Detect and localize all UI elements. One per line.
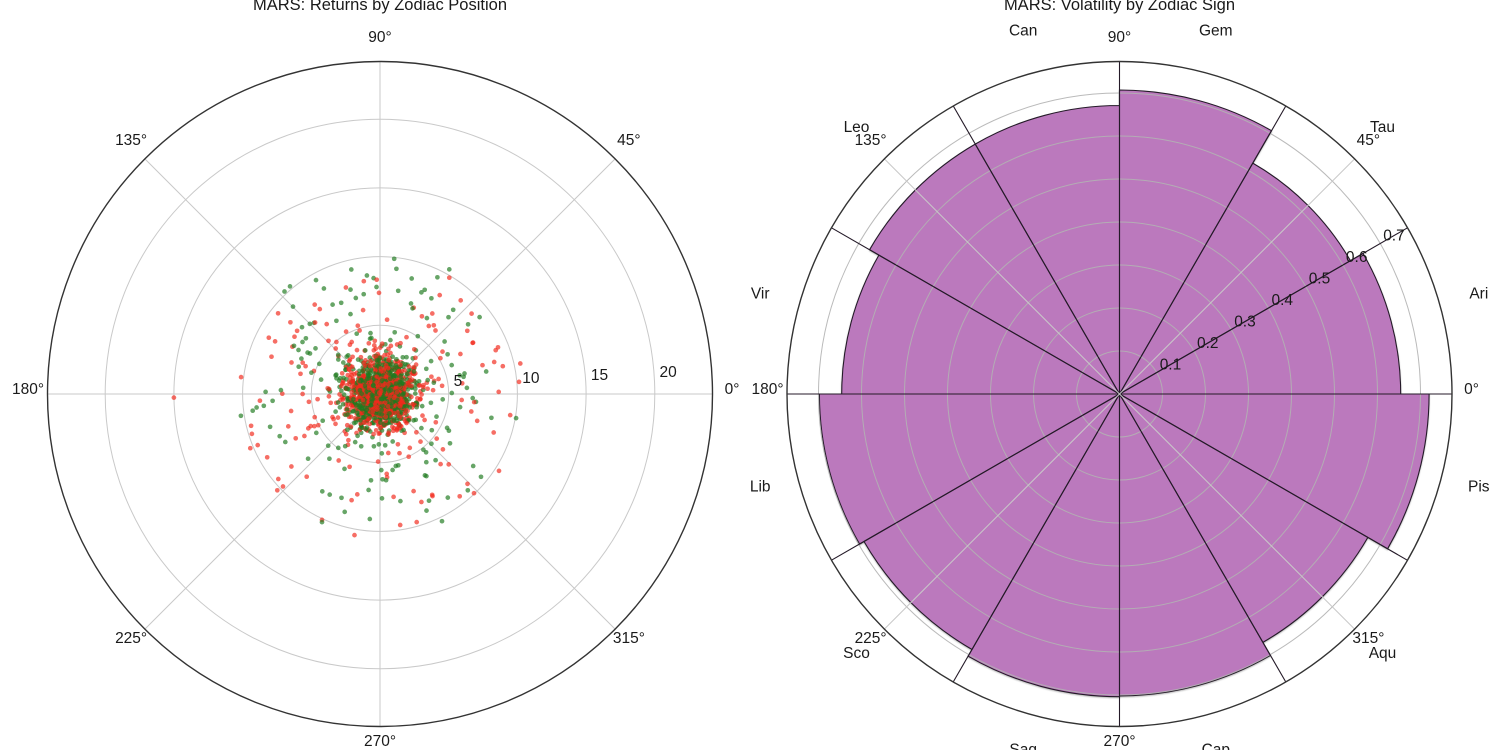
svg-text:0.7: 0.7: [1383, 228, 1405, 245]
svg-text:0.2: 0.2: [1197, 335, 1219, 352]
svg-text:0.1: 0.1: [1160, 357, 1182, 374]
svg-text:225°: 225°: [115, 630, 147, 647]
svg-text:Lib: Lib: [750, 478, 771, 495]
svg-text:Can: Can: [1009, 23, 1037, 40]
svg-text:MARS: Volatility by Zodiac Sig: MARS: Volatility by Zodiac Sign: [1004, 0, 1235, 14]
svg-text:45°: 45°: [617, 132, 640, 149]
svg-text:10: 10: [522, 370, 540, 387]
svg-text:0°: 0°: [1464, 381, 1479, 398]
svg-text:270°: 270°: [364, 733, 396, 750]
svg-text:0.3: 0.3: [1234, 314, 1256, 331]
svg-text:Ari: Ari: [1469, 286, 1488, 303]
svg-text:0.6: 0.6: [1346, 249, 1368, 266]
svg-text:Cap: Cap: [1202, 741, 1230, 750]
svg-text:90°: 90°: [368, 29, 391, 46]
svg-text:Aqu: Aqu: [1369, 645, 1397, 662]
svg-text:20: 20: [660, 364, 678, 381]
svg-text:270°: 270°: [1103, 733, 1135, 750]
svg-text:0.5: 0.5: [1309, 271, 1331, 288]
svg-text:Gem: Gem: [1199, 23, 1233, 40]
svg-text:Pis: Pis: [1468, 478, 1490, 495]
svg-text:315°: 315°: [613, 630, 645, 647]
svg-text:180°: 180°: [12, 381, 44, 398]
svg-text:Leo: Leo: [844, 119, 870, 136]
svg-text:180°: 180°: [751, 381, 783, 398]
svg-text:MARS: Returns by Zodiac Positi: MARS: Returns by Zodiac Position: [253, 0, 507, 14]
svg-text:90°: 90°: [1108, 29, 1131, 46]
svg-text:Vir: Vir: [751, 286, 770, 303]
svg-text:Sag: Sag: [1009, 741, 1037, 750]
svg-text:Sco: Sco: [843, 645, 870, 662]
svg-text:5: 5: [454, 373, 463, 390]
svg-text:135°: 135°: [115, 132, 147, 149]
svg-text:15: 15: [591, 367, 608, 384]
svg-text:0.4: 0.4: [1272, 292, 1294, 309]
svg-text:Tau: Tau: [1370, 119, 1395, 136]
svg-text:0°: 0°: [725, 381, 740, 398]
